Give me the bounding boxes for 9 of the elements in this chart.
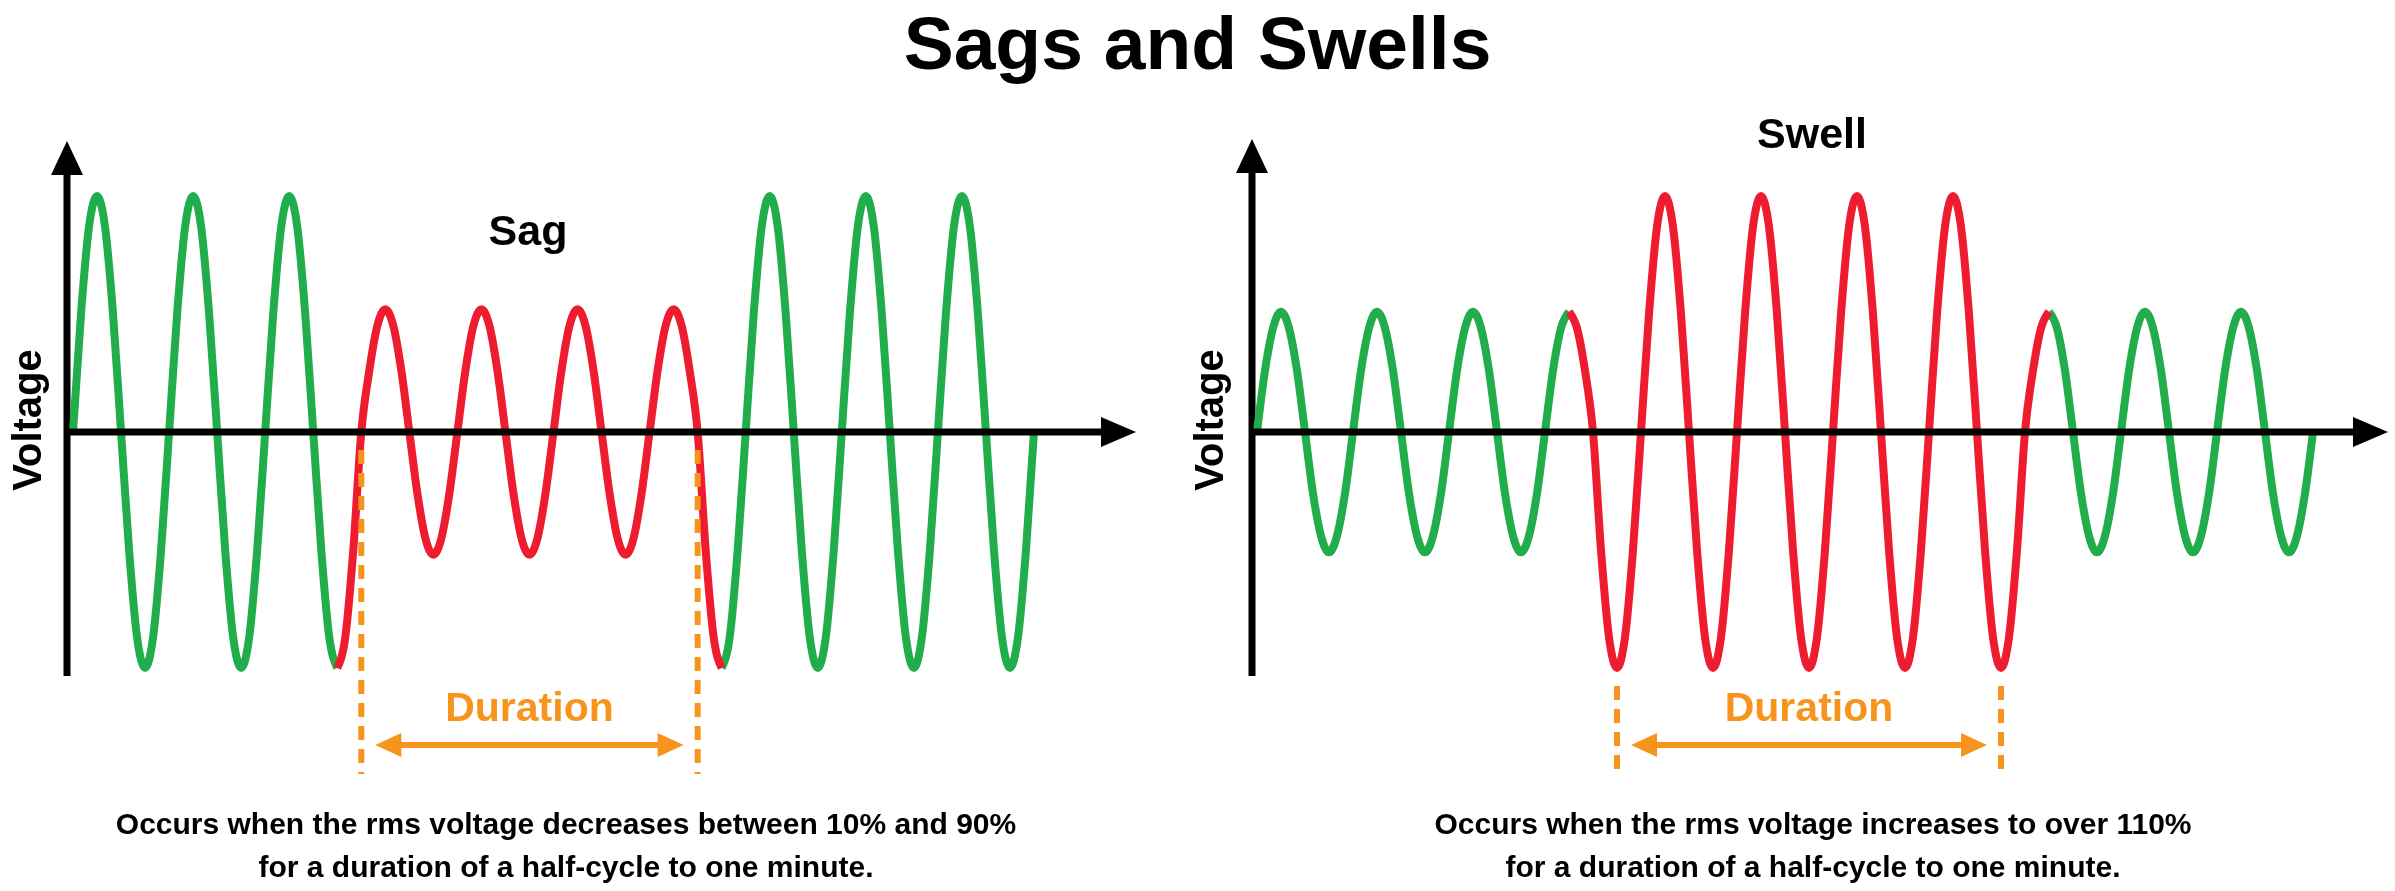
text: Occurs when the rms voltage decreases between 10% and 90% for a duration of a half-cycle to one minute.: [115, 807, 1017, 883]
text: Duration: [1724, 684, 1894, 730]
y-axis-title: Voltage: [5, 349, 49, 491]
y-axis-title: Voltage: [1187, 349, 1231, 491]
chart-title: Swell: [1757, 109, 1867, 157]
chart-title: Sag: [488, 206, 568, 254]
text: Duration: [445, 684, 614, 730]
text: Sags and Swells: [903, 1, 1492, 85]
text: Occurs when the rms voltage increases to over 110% for a duration of a half-cycle to one minute.: [1434, 807, 2192, 883]
